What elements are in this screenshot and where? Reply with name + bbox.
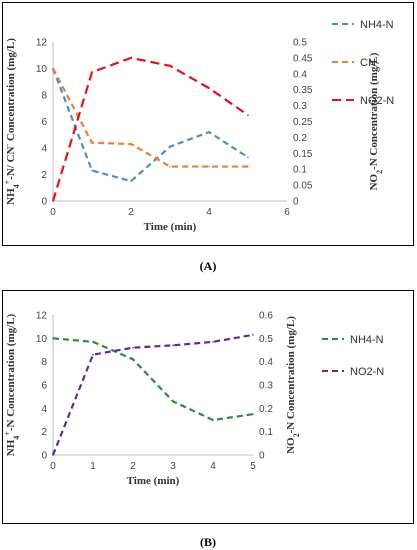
series-line-a-cn- [52, 67, 248, 168]
y-axis-right-label-b: NO2-N Concentration (mg/L) [285, 316, 301, 454]
legend-label-b-0: NH4-N [350, 334, 384, 346]
x-tick-b-4: 4 [210, 461, 216, 472]
point-b-0-0 [52, 337, 54, 340]
y-right-tick-b-0.2: 0.2 [259, 404, 273, 415]
y-right-tick-b-0.1: 0.1 [259, 427, 273, 438]
series-line-b-nh4-n [52, 337, 254, 422]
y-axis-left-label-a: NH4+-N/ CN- Concentration (mg/L) [3, 38, 21, 205]
y-left-tick-b-4: 4 [41, 404, 47, 415]
point-b-0-5 [252, 413, 254, 415]
point-a-2-4 [208, 87, 210, 89]
point-a-2-5 [247, 114, 249, 116]
point-b-0-2 [132, 358, 134, 361]
point-a-0-3 [169, 145, 171, 148]
panel-b-frame [2, 290, 414, 524]
point-a-1-5 [247, 165, 249, 168]
point-a-2-0 [52, 200, 54, 202]
x-tick-b-3: 3 [170, 461, 176, 472]
x-axis-label-b: Time (min) [127, 475, 180, 487]
point-b-1-5 [252, 334, 254, 336]
point-a-1-2 [130, 143, 132, 145]
y-left-tick-a-6: 6 [41, 117, 47, 128]
y-right-tick-b-0: 0 [259, 451, 265, 462]
x-tick-a-0: 0 [50, 207, 56, 218]
x-tick-a-4: 4 [206, 207, 212, 218]
panel-a-frame [2, 2, 414, 246]
y-right-tick-b-0.4: 0.4 [259, 357, 273, 368]
y-right-tick-a-0.5: 0.5 [293, 38, 307, 49]
y-right-tick-a-0.05: 0.05 [293, 181, 313, 192]
point-b-1-3 [172, 344, 174, 347]
y-left-tick-b-8: 8 [41, 357, 47, 368]
y-left-tick-a-8: 8 [41, 91, 47, 102]
series-line-a-nh4-n [51, 68, 249, 183]
point-a-1-3 [169, 165, 171, 168]
point-b-1-1 [92, 353, 94, 356]
point-b-1-2 [132, 346, 134, 349]
x-tick-b-2: 2 [130, 461, 136, 472]
panel-b-caption: (B) [200, 535, 216, 549]
y-left-tick-a-4: 4 [41, 144, 47, 155]
legend-label-a-0: NH4-N [360, 19, 394, 31]
y-left-tick-a-2: 2 [41, 170, 47, 181]
y-right-tick-b-0.5: 0.5 [259, 334, 273, 345]
point-a-0-1 [91, 169, 93, 172]
point-a-0-2 [130, 180, 132, 182]
point-b-1-0 [52, 454, 54, 456]
panel-a-caption: (A) [199, 259, 217, 273]
y-left-tick-b-6: 6 [41, 381, 47, 392]
point-a-1-4 [208, 165, 210, 168]
x-tick-b-5: 5 [250, 461, 256, 472]
series-line-b-no2-n [51, 333, 254, 456]
point-b-0-4 [212, 419, 214, 421]
point-a-1-0 [52, 67, 54, 70]
y-right-tick-a-0.2: 0.2 [293, 133, 307, 144]
x-tick-a-2: 2 [128, 207, 134, 218]
y-right-tick-b-0.6: 0.6 [259, 311, 273, 322]
x-axis-label-a: Time (min) [144, 221, 197, 233]
legend-label-b-1: NO2-N [350, 366, 384, 378]
legend-label-a-2: NO2-N [360, 95, 394, 107]
y-right-tick-a-0.15: 0.15 [293, 149, 313, 160]
y-right-tick-a-0.4: 0.4 [293, 69, 307, 80]
x-tick-b-1: 1 [90, 461, 96, 472]
x-tick-a-6: 6 [284, 207, 290, 218]
y-left-tick-a-0: 0 [41, 197, 47, 208]
y-left-tick-a-10: 10 [36, 64, 48, 75]
point-a-0-4 [208, 131, 210, 133]
y-left-tick-a-12: 12 [36, 38, 48, 49]
point-a-0-5 [247, 156, 249, 159]
legend-label-a-1: CN- [360, 57, 380, 69]
point-b-1-4 [212, 341, 214, 343]
y-left-tick-b-2: 2 [41, 427, 47, 438]
y-right-tick-a-0: 0 [293, 197, 299, 208]
point-b-0-1 [92, 341, 94, 343]
y-right-tick-b-0.3: 0.3 [259, 381, 273, 392]
x-tick-b-0: 0 [50, 461, 56, 472]
y-right-tick-a-0.35: 0.35 [293, 85, 313, 96]
point-a-2-2 [130, 57, 132, 59]
y-left-tick-b-10: 10 [36, 334, 48, 345]
point-a-2-3 [169, 65, 171, 67]
point-b-0-3 [172, 400, 174, 403]
y-axis-right-label-a: NO2-N Concentration (mg/L) [368, 52, 384, 190]
series-line-a-no2-n [51, 56, 249, 202]
y-axis-left-label-b: NH4+-N Concentration (mg/L) [3, 313, 21, 456]
y-left-tick-b-0: 0 [41, 451, 47, 462]
point-a-1-1 [91, 141, 93, 144]
y-left-tick-b-12: 12 [36, 311, 48, 322]
point-a-2-1 [91, 71, 93, 74]
y-right-tick-a-0.3: 0.3 [293, 101, 307, 112]
y-right-tick-a-0.1: 0.1 [293, 165, 307, 176]
y-right-tick-a-0.25: 0.25 [293, 117, 313, 128]
y-right-tick-a-0.45: 0.45 [293, 53, 313, 64]
